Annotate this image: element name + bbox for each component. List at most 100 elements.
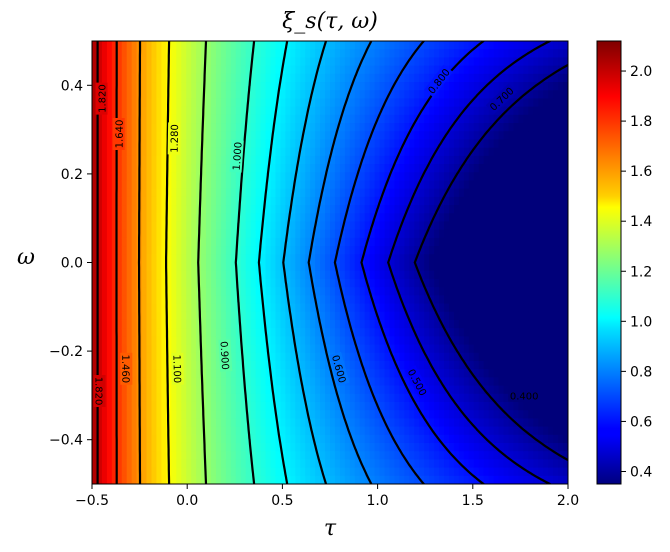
heatmap-cell — [106, 246, 113, 255]
heatmap-cell — [518, 246, 524, 255]
heatmap-cell — [225, 377, 232, 387]
heatmap-cell — [528, 49, 534, 58]
heatmap-cell — [220, 467, 227, 477]
heatmap-cell — [92, 41, 98, 50]
heatmap-cell — [503, 49, 510, 58]
heatmap-cell — [344, 442, 351, 452]
heatmap-cell — [211, 73, 217, 83]
heatmap-cell — [483, 311, 490, 321]
heatmap-cell — [290, 73, 296, 83]
heatmap-cell — [101, 442, 108, 452]
heatmap-cell — [488, 262, 495, 272]
heatmap-cell — [275, 155, 282, 165]
heatmap-cell — [523, 336, 529, 346]
heatmap-cell — [121, 459, 128, 469]
heatmap-cell — [419, 41, 425, 50]
heatmap-cell — [250, 123, 257, 132]
heatmap-cell — [325, 401, 331, 411]
heatmap-cell — [166, 352, 172, 362]
heatmap-cell — [414, 180, 420, 190]
heatmap-cell — [439, 114, 445, 124]
heatmap-cell — [409, 459, 415, 469]
heatmap-cell — [528, 401, 534, 411]
heatmap-cell — [359, 90, 366, 100]
heatmap-cell — [235, 246, 242, 255]
heatmap-cell — [548, 172, 554, 182]
heatmap-cell — [206, 303, 212, 313]
heatmap-cell — [240, 385, 247, 395]
heatmap-cell — [404, 41, 410, 50]
heatmap-cell — [394, 393, 401, 403]
heatmap-cell — [548, 254, 554, 264]
heatmap-cell — [349, 49, 356, 58]
heatmap-cell — [359, 246, 366, 255]
heatmap-cell — [384, 369, 391, 378]
heatmap-cell — [344, 262, 351, 272]
heatmap-cell — [364, 287, 371, 296]
heatmap-cell — [399, 188, 405, 198]
heatmap-cell — [384, 360, 391, 370]
heatmap-cell — [250, 147, 257, 157]
heatmap-cell — [523, 369, 529, 378]
heatmap-cell — [458, 205, 465, 214]
heatmap-cell — [419, 319, 425, 329]
heatmap-cell — [399, 172, 405, 182]
heatmap-cell — [354, 164, 361, 173]
heatmap-cell — [513, 213, 520, 223]
heatmap-cell — [498, 106, 505, 116]
heatmap-cell — [245, 254, 252, 264]
heatmap-cell — [240, 434, 247, 444]
heatmap-cell — [463, 278, 470, 288]
heatmap-cell — [374, 90, 381, 100]
heatmap-cell — [196, 418, 202, 428]
heatmap-cell — [449, 270, 455, 280]
heatmap-cell — [473, 295, 480, 305]
heatmap-cell — [161, 401, 167, 411]
heatmap-cell — [285, 344, 291, 354]
heatmap-cell — [473, 393, 480, 403]
heatmap-cell — [131, 139, 138, 149]
heatmap-cell — [230, 237, 237, 247]
heatmap-cell — [449, 155, 455, 165]
heatmap-cell — [151, 65, 158, 75]
heatmap-cell — [250, 377, 257, 387]
heatmap-cell — [374, 106, 381, 116]
heatmap-cell — [325, 344, 331, 354]
heatmap-cell — [186, 295, 192, 305]
heatmap-cell — [325, 295, 331, 305]
heatmap-cell — [369, 393, 376, 403]
heatmap-cell — [235, 401, 242, 411]
heatmap-cell — [265, 246, 272, 255]
heatmap-cell — [305, 90, 311, 100]
heatmap-cell — [121, 401, 128, 411]
heatmap-cell — [121, 196, 128, 206]
heatmap-cell — [230, 426, 237, 436]
heatmap-cell — [161, 73, 167, 83]
heatmap-cell — [463, 147, 470, 157]
heatmap-cell — [255, 410, 262, 419]
heatmap-cell — [493, 328, 500, 337]
heatmap-cell — [354, 246, 361, 255]
heatmap-cell — [325, 459, 331, 469]
heatmap-cell — [439, 188, 445, 198]
heatmap-cell — [414, 41, 420, 50]
heatmap-cell — [235, 369, 242, 378]
heatmap-cell — [235, 278, 242, 288]
heatmap-cell — [473, 311, 480, 321]
heatmap-cell — [320, 90, 326, 100]
heatmap-cell — [330, 410, 336, 419]
heatmap-cell — [305, 360, 311, 370]
heatmap-cell — [384, 344, 391, 354]
heatmap-cell — [285, 246, 291, 255]
heatmap-cell — [270, 352, 277, 362]
heatmap-cell — [245, 221, 252, 231]
heatmap-cell — [364, 57, 371, 67]
heatmap-cell — [369, 278, 376, 288]
heatmap-cell — [434, 336, 440, 346]
heatmap-cell — [374, 442, 381, 452]
heatmap-cell — [364, 303, 371, 313]
heatmap-cell — [439, 344, 445, 354]
heatmap-cell — [211, 303, 217, 313]
heatmap-cell — [146, 155, 153, 165]
heatmap-cell — [220, 196, 227, 206]
